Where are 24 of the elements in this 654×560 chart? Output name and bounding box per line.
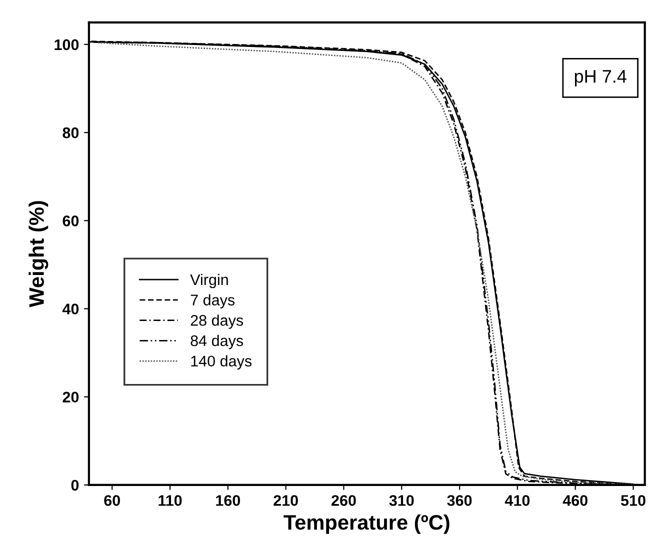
- annotation: pH 7.4: [574, 70, 626, 86]
- x-tick-label: 310: [389, 495, 414, 506]
- y-tick-label: 100: [54, 39, 79, 50]
- x-tick-label: 110: [158, 495, 182, 506]
- x-axis-title: Temperature (ºC): [284, 514, 450, 534]
- legend-label: 7 days: [190, 294, 235, 308]
- y-tick-label: 40: [62, 304, 79, 314]
- legend-label: 140 days: [191, 355, 252, 370]
- x-tick-label: 160: [216, 495, 240, 506]
- x-tick-label: 410: [504, 495, 530, 506]
- x-tick-label: 510: [620, 495, 646, 506]
- x-tick-label: 260: [332, 495, 356, 506]
- y-axis-title: Weight (%): [28, 201, 48, 308]
- x-tick-label: 360: [447, 495, 472, 506]
- legend-label: 84 days: [190, 334, 244, 350]
- x-tick-label: 60: [104, 495, 120, 506]
- legend-label: 28 days: [190, 314, 244, 329]
- legend-label: Virgin: [190, 274, 228, 288]
- y-tick-label: 20: [62, 392, 79, 403]
- y-tick-label: 0: [71, 480, 79, 491]
- y-tick-label: 80: [62, 127, 79, 138]
- x-tick-label: 210: [274, 495, 298, 506]
- y-tick-label: 60: [62, 216, 79, 226]
- x-tick-label: 460: [562, 495, 588, 506]
